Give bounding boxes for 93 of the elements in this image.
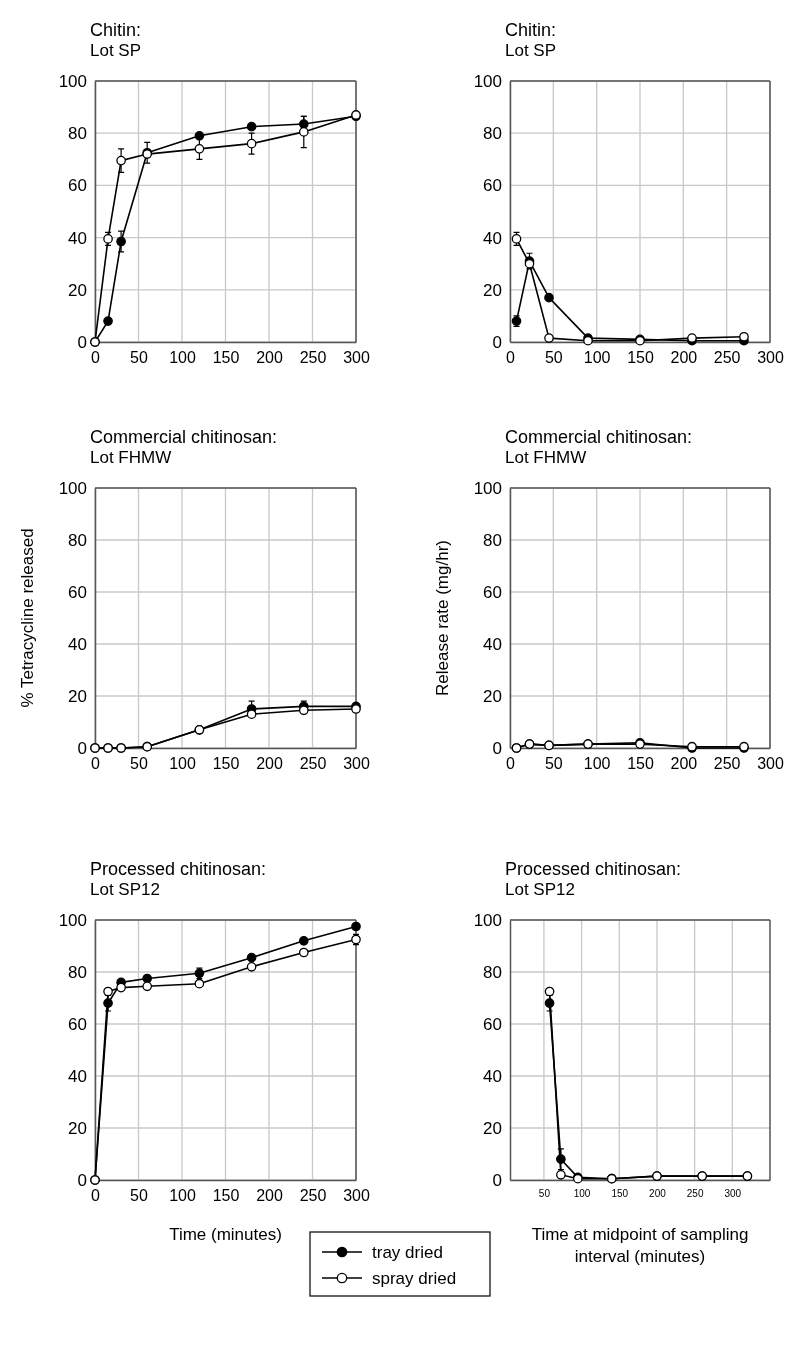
chart-title: Processed chitinosan: (505, 859, 682, 879)
y-tick-label: 0 (492, 332, 502, 352)
x-tick-label: 150 (212, 1187, 240, 1205)
x-tick-label: 250 (299, 1187, 327, 1205)
y-tick-label: 0 (77, 332, 87, 352)
x-tick-label: 200 (256, 755, 283, 773)
x-axis-title: Time (minutes) (169, 1225, 282, 1244)
chart-subtitle: Lot SP (90, 41, 142, 60)
y-tick-label: 80 (483, 530, 502, 550)
x-tick-label: 200 (670, 349, 698, 367)
chart-title: Commercial chitinosan: (505, 427, 693, 447)
x-tick-label: 200 (670, 755, 698, 773)
legend-label: tray dried (372, 1243, 443, 1262)
y-tick-label: 60 (483, 1014, 502, 1034)
chart-subtitle: Lot SP (505, 41, 557, 60)
x-tick-label: 100 (169, 755, 196, 773)
y-tick-label: 20 (68, 1118, 87, 1138)
y-axis-title: % Tetracycline released (18, 528, 37, 708)
y-tick-label: 60 (483, 176, 502, 196)
y-tick-label: 60 (68, 582, 87, 602)
y-tick-label: 60 (68, 1014, 87, 1034)
x-tick-label: 50 (130, 1187, 148, 1205)
chart-subtitle: Lot FHMW (90, 448, 172, 467)
x-tick-label: 300 (724, 1188, 742, 1200)
y-tick-label: 80 (68, 124, 87, 144)
y-tick-label: 40 (68, 634, 87, 654)
x-tick-label: 250 (713, 349, 741, 367)
x-tick-label: 300 (343, 755, 370, 773)
y-tick-label: 100 (58, 910, 87, 930)
x-tick-label: 150 (212, 755, 240, 773)
x-tick-label: 300 (757, 349, 784, 367)
x-tick-label: 250 (299, 349, 327, 367)
legend-label: spray dried (372, 1269, 457, 1288)
y-tick-label: 80 (483, 962, 502, 982)
x-tick-label: 150 (212, 349, 240, 367)
y-axis-title: Release rate (mg/hr) (433, 540, 452, 696)
x-axis-title: Time at midpoint of sampling interval (minutes) (531, 1225, 749, 1266)
x-tick-label: 100 (169, 1187, 196, 1205)
y-tick-label: 40 (68, 228, 87, 248)
y-tick-label: 20 (68, 280, 87, 300)
y-tick-label: 0 (77, 738, 87, 758)
x-tick-label: 200 (256, 1187, 283, 1205)
x-tick-label: 250 (686, 1188, 704, 1200)
x-tick-label: 0 (506, 755, 516, 773)
x-tick-label: 250 (713, 755, 741, 773)
y-tick-label: 60 (483, 582, 502, 602)
x-tick-label: 50 (130, 755, 148, 773)
y-tick-label: 100 (473, 910, 502, 930)
x-tick-label: 300 (343, 1187, 370, 1205)
x-tick-label: 50 (544, 349, 563, 367)
x-tick-label: 200 (256, 349, 283, 367)
x-tick-label: 0 (506, 349, 516, 367)
y-tick-label: 40 (483, 1066, 502, 1086)
y-tick-label: 100 (473, 478, 502, 498)
x-tick-label: 50 (538, 1188, 551, 1200)
chart-subtitle: Lot FHMW (505, 448, 587, 467)
x-tick-label: 0 (91, 1187, 101, 1205)
x-tick-label: 300 (757, 755, 784, 773)
x-tick-label: 150 (611, 1188, 629, 1200)
y-tick-label: 100 (473, 71, 502, 91)
y-tick-label: 40 (483, 228, 502, 248)
chart-title: Chitin: (505, 20, 557, 40)
x-tick-label: 250 (299, 755, 327, 773)
y-tick-label: 100 (58, 478, 87, 498)
y-tick-label: 80 (68, 530, 87, 550)
x-tick-label: 100 (583, 349, 611, 367)
x-tick-label: 300 (343, 349, 370, 367)
chart-subtitle: Lot SP12 (90, 880, 160, 899)
x-tick-label: 150 (627, 349, 654, 367)
y-tick-label: 20 (483, 686, 502, 706)
chart-title: Processed chitinosan: (90, 859, 267, 879)
x-tick-label: 100 (583, 755, 611, 773)
x-tick-label: 0 (91, 755, 101, 773)
y-tick-label: 100 (58, 71, 87, 91)
y-tick-label: 80 (483, 124, 502, 144)
y-tick-label: 60 (68, 176, 87, 196)
x-tick-label: 150 (627, 755, 654, 773)
chart-title: Chitin: (90, 20, 142, 40)
x-tick-label: 100 (573, 1188, 591, 1200)
x-tick-label: 0 (91, 349, 101, 367)
x-tick-label: 50 (130, 349, 148, 367)
y-tick-label: 40 (483, 634, 502, 654)
y-tick-label: 20 (483, 1118, 502, 1138)
y-tick-label: 80 (68, 962, 87, 982)
y-tick-label: 40 (68, 1066, 87, 1086)
y-tick-label: 20 (483, 280, 502, 300)
y-tick-label: 20 (68, 686, 87, 706)
x-tick-label: 50 (544, 755, 563, 773)
y-tick-label: 0 (492, 738, 502, 758)
x-tick-label: 100 (169, 349, 196, 367)
chart-subtitle: Lot SP12 (505, 880, 575, 899)
chart-title: Commercial chitinosan: (90, 427, 278, 447)
x-tick-label: 200 (649, 1188, 667, 1200)
